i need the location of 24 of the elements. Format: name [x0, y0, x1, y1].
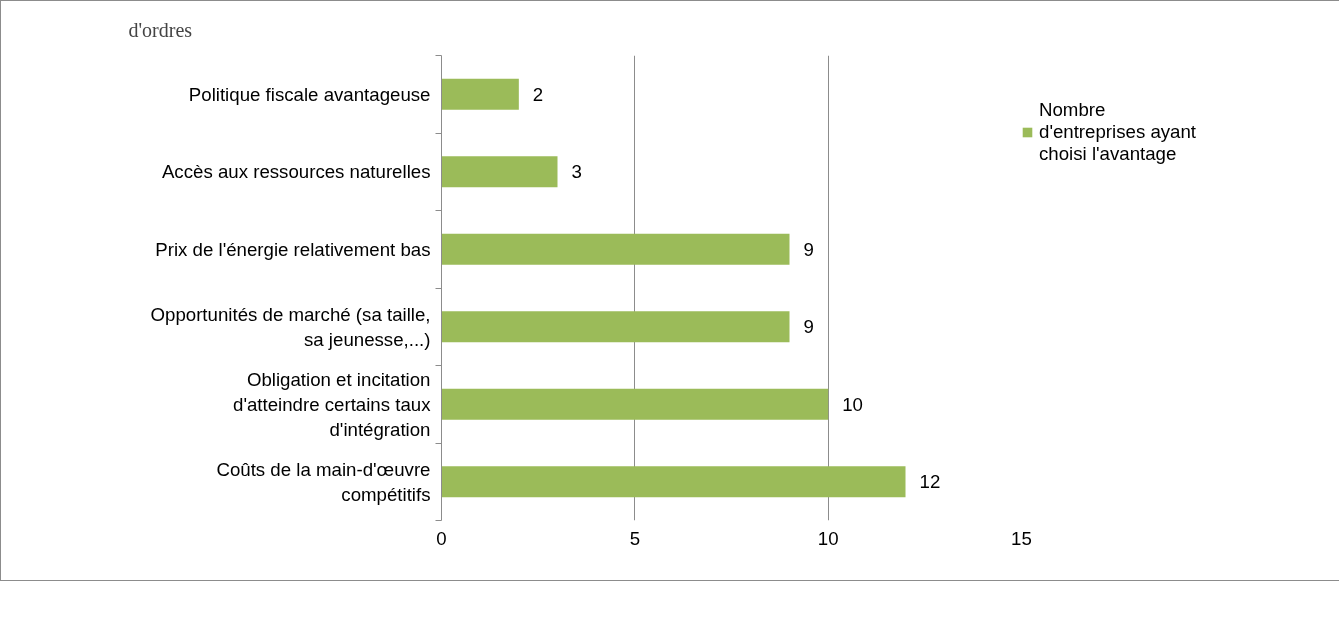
legend-label: Nombre d'entreprises ayant choisi l'avantage: [1039, 99, 1197, 165]
y-tick-label: Prix de l'énergie relativement bas: [155, 238, 431, 260]
y-tick-label: Accès aux ressources naturelles: [161, 161, 431, 183]
y-tick-label: Politique fiscale avantageuse: [188, 83, 431, 105]
x-tick-label: 15: [1011, 527, 1032, 549]
bar: [441, 78, 519, 110]
y-tick-label: Coûts de la main-d'œuvre compétitifs: [216, 458, 431, 505]
y-tick-label: Obligation et incitation d'atteindre certains taux d'intégration: [233, 368, 432, 440]
x-tick-label: 5: [629, 527, 641, 549]
x-tick-label: 10: [817, 527, 839, 549]
bar: [441, 466, 906, 498]
data-label: 9: [803, 238, 814, 260]
data-label: 2: [532, 83, 544, 105]
text: d'ordres: [128, 18, 193, 41]
data-label: 10: [842, 393, 863, 415]
bar: [441, 233, 790, 265]
bar: [441, 156, 558, 188]
y-tick-label: Opportunités de marché (sa taille, sa jeunesse,...): [150, 303, 431, 350]
x-tick-label: 0: [436, 527, 447, 549]
data-label: 3: [571, 161, 582, 183]
bar: [441, 388, 829, 420]
data-label: 12: [919, 471, 941, 493]
data-label: 9: [803, 316, 814, 338]
bar: [441, 311, 790, 343]
